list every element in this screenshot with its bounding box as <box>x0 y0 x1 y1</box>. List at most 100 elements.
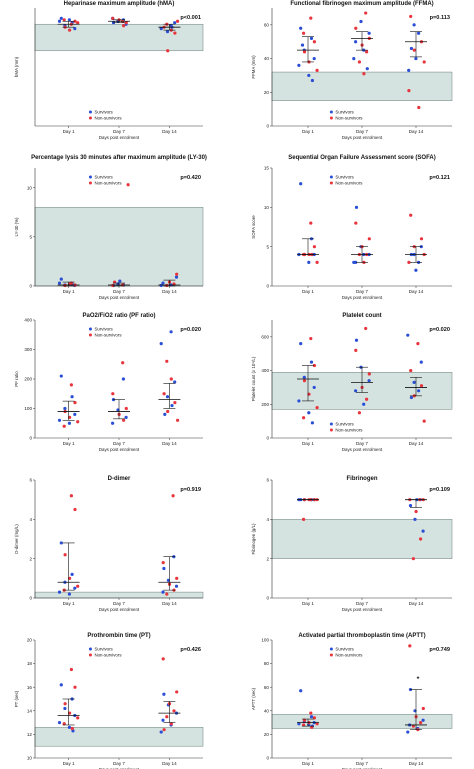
legend-non-survivors-label: Non-survivors <box>335 653 363 658</box>
survivor-point <box>297 63 301 67</box>
survivor-point <box>159 342 163 346</box>
survivor-point <box>162 566 166 571</box>
non-survivor-point <box>162 728 166 732</box>
survivor-point <box>359 19 363 24</box>
x-tick-label: Day 7 <box>356 289 368 294</box>
non-survivor-point <box>63 283 67 288</box>
survivor-point <box>302 375 306 379</box>
panel-3: Percentage lysis 30 minutes after maximu… <box>14 155 207 300</box>
legend-non-survivors-marker <box>329 116 333 120</box>
p-value: p=0.426 <box>180 647 201 653</box>
non-survivor-point <box>124 406 128 411</box>
non-survivor-point <box>121 361 125 365</box>
x-tick-label: Day 1 <box>302 289 314 294</box>
survivor-point <box>63 706 67 711</box>
legend-survivors-marker <box>329 110 333 114</box>
y-axis-label: D-dimer (mg/L) <box>14 524 19 554</box>
y-tick-label: 6 <box>29 478 32 483</box>
survivor-point <box>67 725 71 729</box>
non-survivor-point <box>312 363 316 368</box>
survivor-point <box>174 275 179 279</box>
non-survivor-point <box>126 183 130 187</box>
non-survivor-point <box>302 31 306 35</box>
survivor-point <box>59 541 63 545</box>
non-survivor-point <box>73 685 77 689</box>
y-tick-label: 14 <box>27 708 33 713</box>
x-axis-label: Days post enrolment <box>99 607 140 612</box>
legend-survivors-label: Survivors <box>335 175 354 180</box>
x-tick-label: Day 7 <box>113 289 125 294</box>
y-axis-label: SOFA score <box>251 215 256 239</box>
y-tick-label: 40 <box>264 708 270 713</box>
survivor-point <box>406 333 410 337</box>
legend-survivors-marker <box>88 327 92 331</box>
survivor-point <box>310 78 314 83</box>
non-survivor-point <box>111 16 115 20</box>
survivor-point <box>111 421 115 425</box>
y-tick-label: 2 <box>266 556 269 561</box>
x-tick-label: Day 1 <box>63 129 75 134</box>
survivor-point <box>365 67 369 71</box>
survivor-point <box>170 403 174 408</box>
non-survivor-point <box>409 368 413 373</box>
y-tick-label: 4 <box>29 517 32 522</box>
non-survivor-point <box>419 237 424 241</box>
legend-non-survivors-marker <box>329 653 333 657</box>
non-survivor-point <box>173 401 177 405</box>
survivor-point <box>161 718 165 722</box>
non-survivor-point <box>176 19 180 23</box>
y-tick-label: 300 <box>24 347 32 352</box>
non-survivor-point <box>367 372 371 376</box>
y-tick-label: 400 <box>261 368 269 373</box>
non-survivor-point <box>364 11 368 15</box>
survivor-point <box>299 342 303 346</box>
legend-non-survivors-label: Non-survivors <box>94 333 122 338</box>
legend-survivors-label: Survivors <box>94 647 113 652</box>
x-tick-label: Day 1 <box>302 129 314 134</box>
survivor-point <box>59 374 63 378</box>
non-survivor-point <box>417 105 421 110</box>
non-survivor-point <box>354 348 358 352</box>
non-survivor-point <box>422 60 426 64</box>
survivor-point <box>67 18 71 22</box>
non-survivor-point <box>302 416 306 420</box>
survivor-point <box>165 395 170 399</box>
non-survivor-point <box>73 401 77 405</box>
x-tick-label: Day 14 <box>162 289 177 294</box>
non-survivor-point <box>414 509 418 514</box>
x-tick-label: Day 1 <box>63 289 75 294</box>
non-survivor-point <box>69 494 73 498</box>
legend-non-survivors-marker <box>88 653 92 657</box>
non-survivor-point <box>312 245 316 249</box>
y-axis-label: hMA (mm) <box>14 56 19 77</box>
survivor-point <box>421 718 425 722</box>
non-survivor-point <box>312 40 316 44</box>
non-survivor-point <box>165 592 169 596</box>
survivor-point <box>309 36 314 40</box>
survivor-point <box>59 683 63 687</box>
survivor-point <box>297 399 301 403</box>
survivor-point <box>174 584 179 588</box>
non-survivor-point <box>302 718 307 722</box>
survivor-point <box>312 385 316 390</box>
panel-10: Activated partial thromboplastin time (A… <box>251 633 453 769</box>
y-tick-label: 100 <box>261 638 269 643</box>
x-tick-label: Day 14 <box>409 289 424 294</box>
non-survivor-point <box>416 342 420 346</box>
x-axis-label: Days post enrolment <box>342 447 383 452</box>
x-tick-label: Day 14 <box>162 761 177 766</box>
non-survivor-point <box>171 494 175 498</box>
panel-title: Functional fibrinogen maximum amplitude … <box>290 1 433 7</box>
survivor-point <box>354 205 359 209</box>
reference-range-band <box>34 207 204 287</box>
survivor-point <box>173 21 177 25</box>
x-tick-label: Day 7 <box>113 761 125 766</box>
non-survivor-point <box>412 48 416 52</box>
legend-survivors-marker <box>329 175 333 179</box>
non-survivor-point <box>309 711 313 715</box>
x-tick-label: Day 14 <box>409 761 424 766</box>
survivor-point <box>161 281 165 285</box>
panel-9: Prothrombin time (PT) p=0.426 10 12 14 16 18 20… <box>14 633 204 769</box>
non-survivor-point <box>408 644 412 648</box>
y-tick-label: 20 <box>264 90 270 95</box>
